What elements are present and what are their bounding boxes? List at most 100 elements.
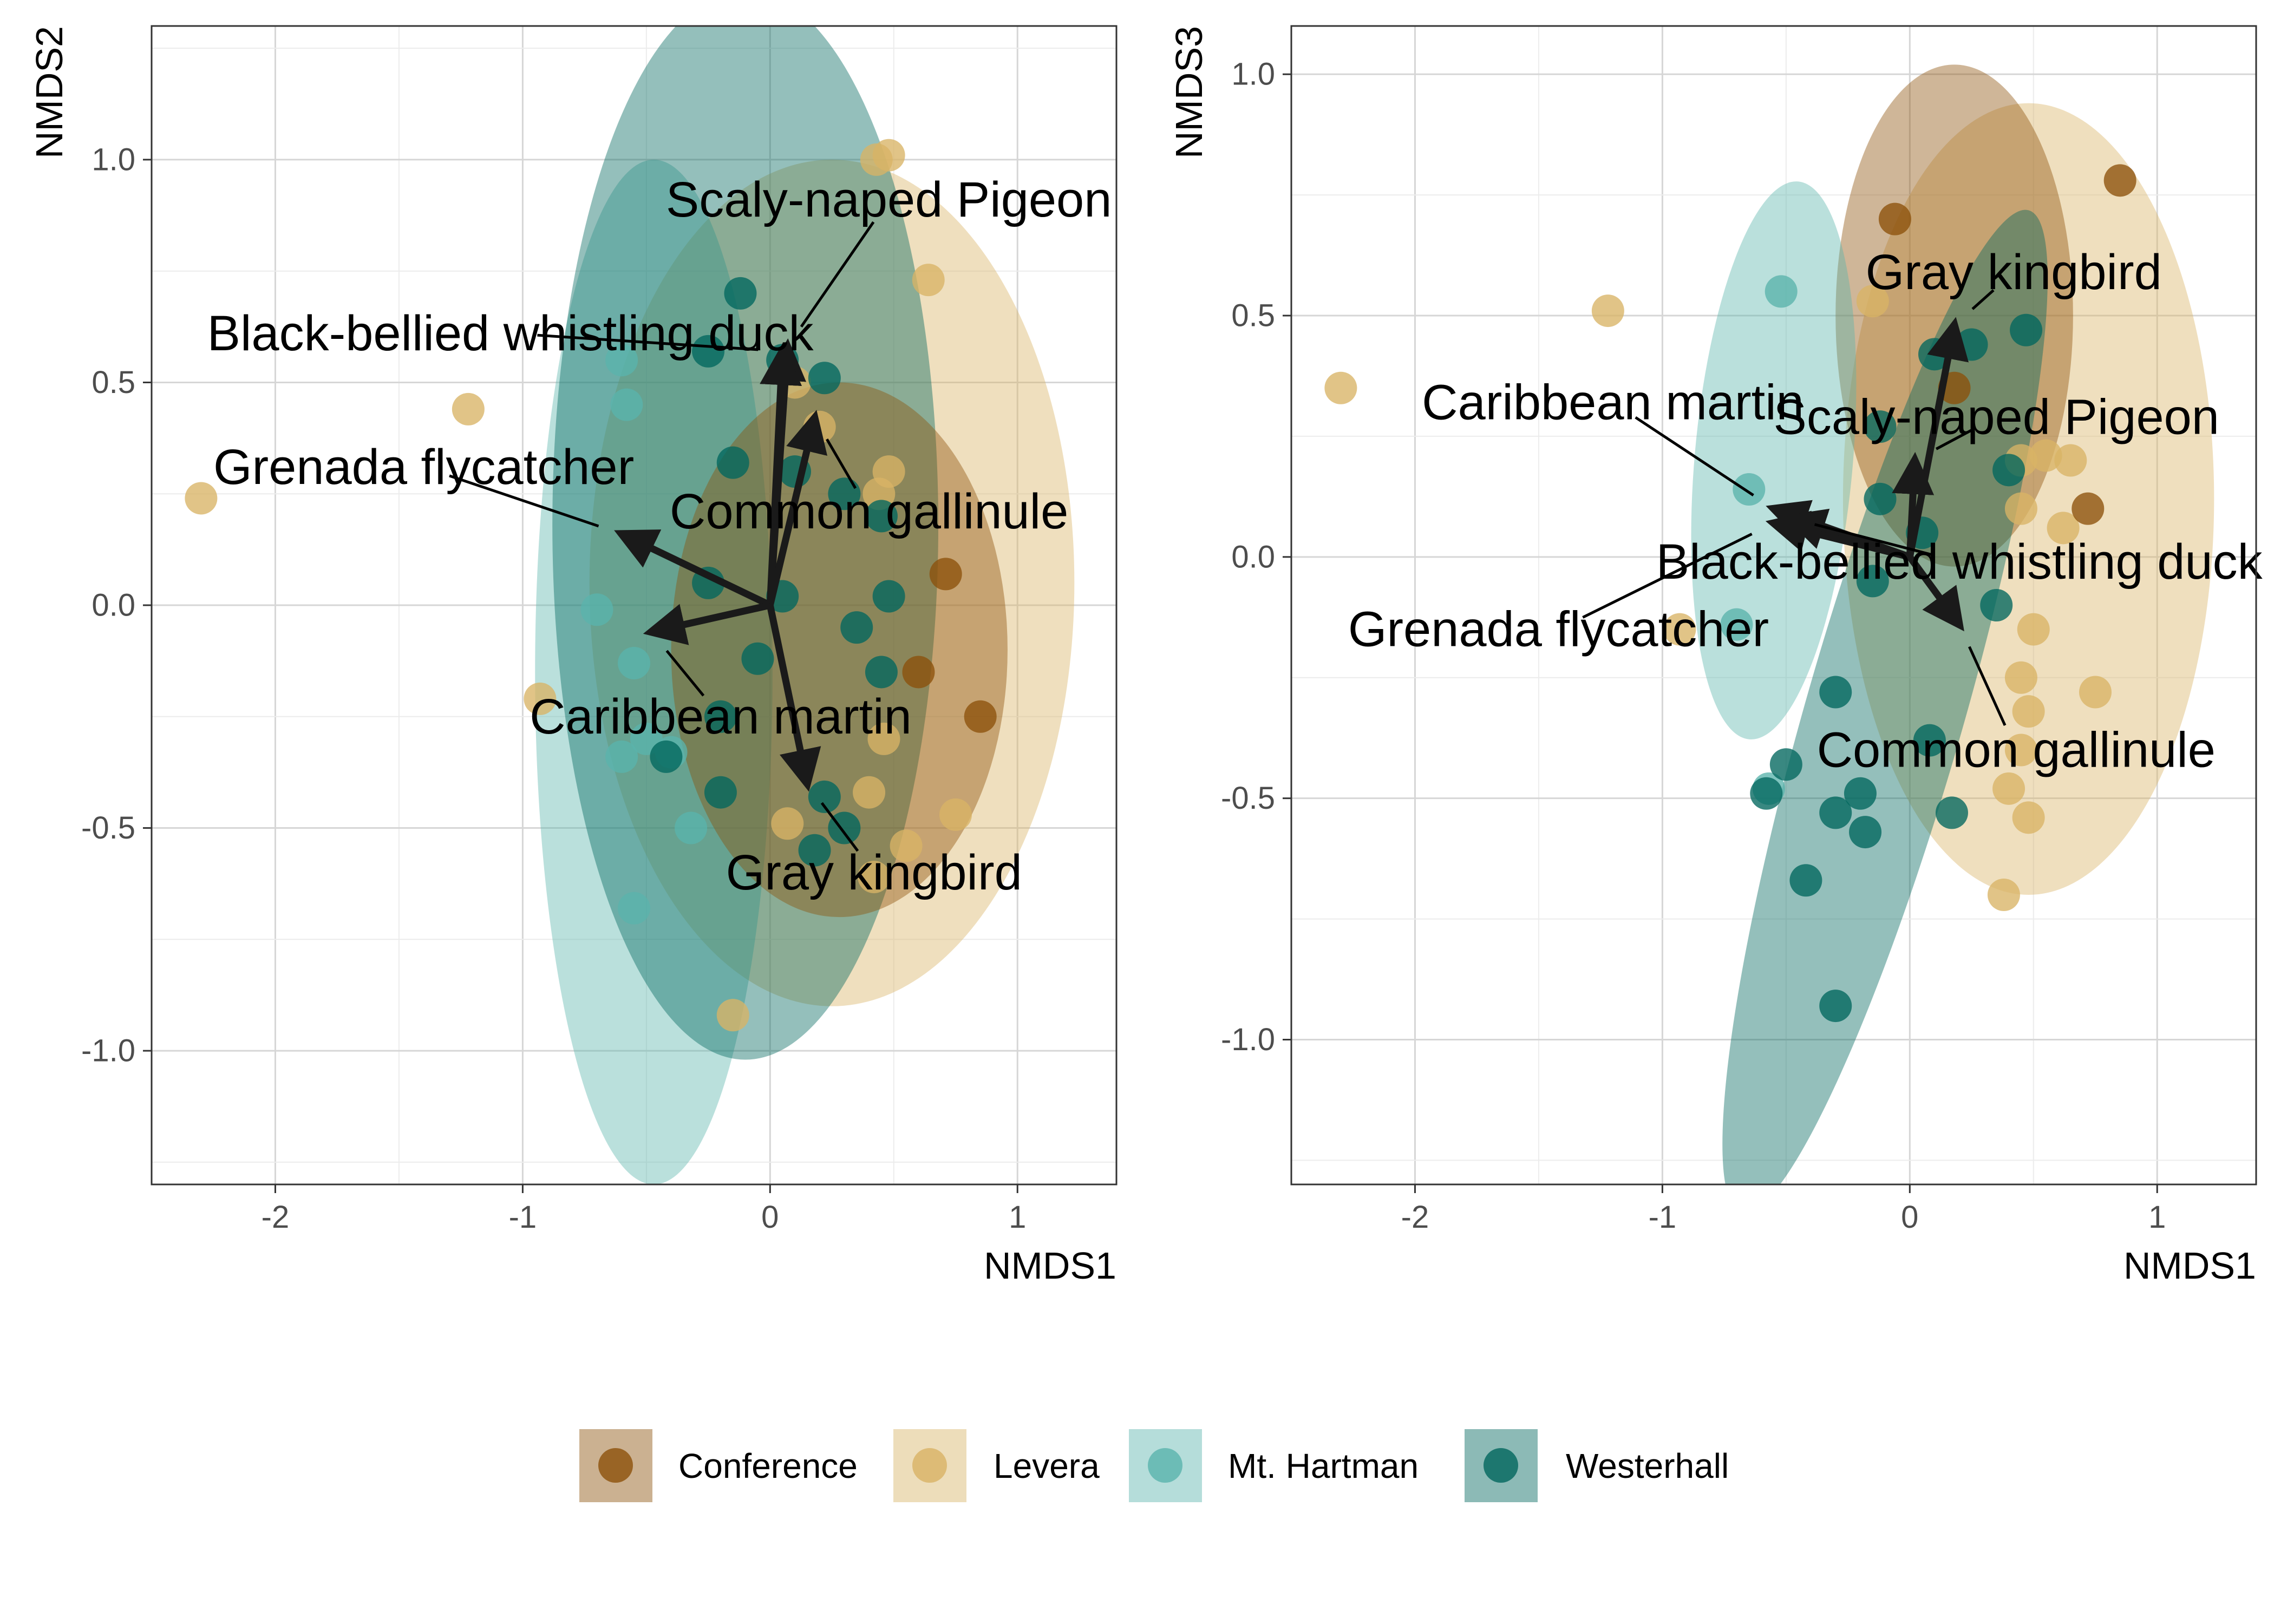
leader-common-gallinule xyxy=(826,438,857,489)
vector-common-gallinule xyxy=(766,410,828,606)
x-tick-label-0: 0 xyxy=(761,1200,779,1235)
point-westerhall xyxy=(1913,724,1946,757)
x-tick-label--2: -2 xyxy=(262,1200,290,1235)
point-mt-hartman xyxy=(605,740,638,773)
species-label-black-bellied-whistling-duck: Black-bellied whistling duck xyxy=(1656,534,2263,590)
point-levera xyxy=(858,861,891,894)
point-levera xyxy=(2054,444,2087,477)
point-levera xyxy=(716,999,749,1032)
legend-dot-levera xyxy=(912,1448,947,1483)
ellipse-conference xyxy=(1835,64,2073,567)
panel-nmds2-grid xyxy=(151,26,1116,1184)
panel-nmds3-y-title: NMDS3 xyxy=(1168,26,1210,159)
point-mt-hartman xyxy=(618,892,650,925)
species-label-gray-kingbird: Gray kingbird xyxy=(726,845,1022,900)
point-westerhall xyxy=(1856,565,1889,598)
point-westerhall xyxy=(1935,796,1968,829)
point-westerhall xyxy=(1980,589,2013,621)
panel-nmds3-ellipses xyxy=(1691,64,2214,1184)
panel-nmds3-border xyxy=(1290,25,2257,1186)
point-conference xyxy=(1878,202,1911,235)
point-mt-hartman xyxy=(675,811,708,844)
ellipse-mt-hartman xyxy=(1691,181,1857,739)
point-levera xyxy=(890,829,923,862)
y-tick-label-1.0: 1.0 xyxy=(1231,57,1275,92)
legend-item-westerhall: Westerhall xyxy=(1465,1429,1729,1502)
point-levera xyxy=(1856,285,1889,318)
point-westerhall xyxy=(1992,454,2025,487)
point-levera xyxy=(939,798,972,831)
panel-nmds3-vectors xyxy=(1582,289,2007,726)
point-mt-hartman xyxy=(580,593,613,626)
point-levera xyxy=(912,264,945,297)
point-westerhall xyxy=(865,500,898,533)
y-tick-label-1.0: 1.0 xyxy=(92,142,135,177)
point-westerhall xyxy=(1849,816,1882,849)
leader-grenada-flycatcher xyxy=(1582,533,1753,619)
legend-item-conference: Conference xyxy=(579,1429,858,1502)
point-mt-hartman xyxy=(1733,473,1766,506)
x-tick-label--1: -1 xyxy=(509,1200,537,1235)
ellipse-westerhall xyxy=(552,26,938,1060)
species-label-scaly-naped-pigeon: Scaly-naped Pigeon xyxy=(1773,389,2219,444)
point-conference xyxy=(2072,492,2105,525)
vector-gray-kingbird xyxy=(766,604,821,792)
point-westerhall xyxy=(724,277,757,310)
point-levera xyxy=(2029,439,2062,472)
vector-grenada-flycatcher xyxy=(614,529,772,608)
point-westerhall xyxy=(1864,410,1897,443)
y-tick-label-0.5: 0.5 xyxy=(1231,298,1275,333)
y-tick-label-0.5: 0.5 xyxy=(92,365,135,400)
point-westerhall xyxy=(650,740,683,773)
point-westerhall xyxy=(1864,482,1897,515)
ellipse-conference xyxy=(671,382,1008,918)
y-tick-label--0.5: -0.5 xyxy=(81,810,135,846)
legend-label-mt-hartman: Mt. Hartman xyxy=(1228,1446,1419,1485)
point-westerhall xyxy=(716,446,749,479)
point-westerhall xyxy=(1789,864,1822,897)
leader-black-bellied-whistling-duck xyxy=(537,333,759,351)
panel-nmds2-x-ticks: -2 -1 0 1 xyxy=(262,1184,1026,1235)
point-conference xyxy=(2103,164,2136,197)
vector-common-gallinule xyxy=(1907,554,1964,632)
point-levera xyxy=(2004,661,2037,694)
species-label-black-bellied-whistling-duck: Black-bellied whistling duck xyxy=(207,306,814,361)
panel-nmds3: Gray kingbird Scaly-naped PigeonCaribbean… xyxy=(1168,25,2263,1287)
species-label-caribbean-martin: Caribbean martin xyxy=(1422,375,1804,430)
ellipse-westerhall xyxy=(1722,209,2048,1184)
point-conference xyxy=(964,700,997,733)
point-westerhall xyxy=(741,642,774,675)
point-westerhall xyxy=(1819,990,1852,1023)
point-levera xyxy=(853,776,886,809)
leader-scaly-naped-pigeon xyxy=(1935,428,1974,450)
point-mt-hartman xyxy=(605,344,638,377)
species-label-common-gallinule: Common gallinule xyxy=(670,484,1068,539)
panel-nmds3-x-title: NMDS1 xyxy=(2123,1245,2256,1287)
point-westerhall xyxy=(865,656,898,689)
panel-nmds2: Scaly-naped Pigeon Black-bellied whistlin… xyxy=(28,25,1118,1287)
point-levera xyxy=(2012,695,2045,728)
vector-scaly-naped-pigeon xyxy=(1892,451,1935,558)
y-tick-label--1.0: -1.0 xyxy=(1221,1022,1275,1057)
x-tick-label--1: -1 xyxy=(1649,1200,1677,1235)
y-tick-label--0.5: -0.5 xyxy=(1221,781,1275,816)
x-tick-label-1: 1 xyxy=(2148,1200,2166,1235)
point-conference xyxy=(902,656,935,689)
point-mt-hartman xyxy=(618,647,650,679)
panel-nmds3-points xyxy=(1324,164,2136,1023)
point-levera xyxy=(872,139,905,172)
legend-dot-conference xyxy=(598,1448,633,1483)
point-levera xyxy=(1987,879,2020,911)
point-westerhall xyxy=(1819,676,1852,709)
legend-item-levera: Levera xyxy=(893,1429,1100,1502)
legend-dot-mt-hartman xyxy=(1148,1448,1182,1483)
legend-label-levera: Levera xyxy=(994,1446,1100,1485)
legend-dot-westerhall xyxy=(1484,1448,1518,1483)
leader-black-bellied-whistling-duck xyxy=(1814,523,1933,556)
point-levera xyxy=(2004,734,2037,767)
point-levera xyxy=(524,682,557,715)
panel-nmds3-x-ticks: -2 -1 0 1 xyxy=(1401,1184,2166,1235)
panel-nmds2-labels: Scaly-naped Pigeon Black-bellied whistlin… xyxy=(207,172,1112,900)
point-westerhall xyxy=(704,776,737,809)
